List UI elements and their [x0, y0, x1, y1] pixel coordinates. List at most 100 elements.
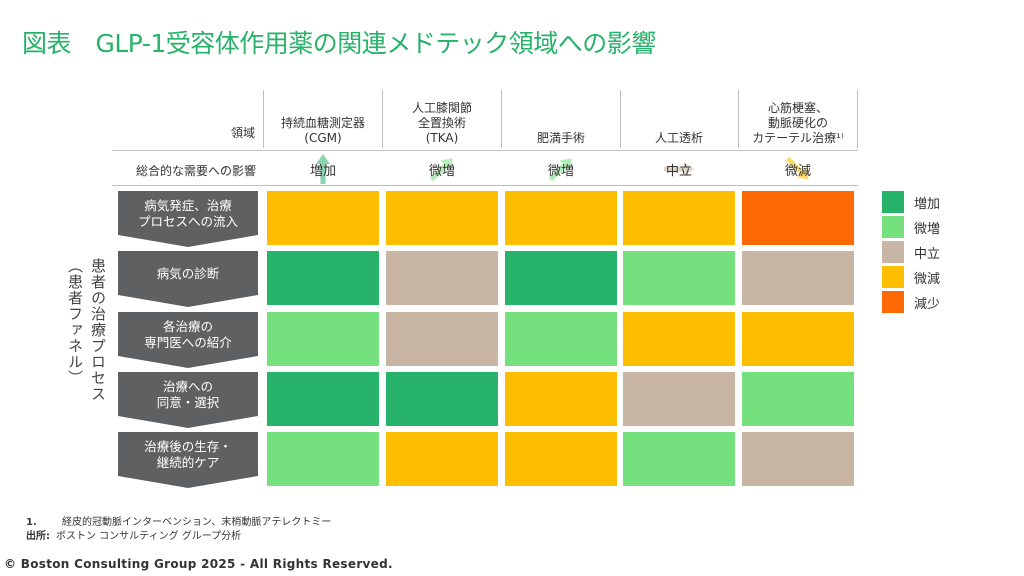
legend-item: 増加: [882, 191, 940, 213]
overall-impact-cell: 微増: [505, 152, 617, 186]
legend-swatch: [882, 266, 904, 288]
overall-impact-cell: 増加: [267, 152, 379, 186]
patient-process-label: 患者の治療プロセス （患者ファネル）: [64, 258, 110, 418]
impact-cell: [505, 432, 617, 486]
overall-impact-cell: 微増: [386, 152, 498, 186]
impact-cell: [742, 432, 854, 486]
footnote-1: 1. 経皮的冠動脈インターベンション、末梢動脈アテレクトミー: [26, 513, 331, 528]
impact-cell: [623, 191, 735, 245]
source-note: 出所: ボストン コンサルティング グループ分析: [26, 527, 241, 542]
process-chevron-shape: [118, 432, 258, 488]
impact-cell: [623, 432, 735, 486]
legend-item: 減少: [882, 291, 940, 313]
process-step: 各治療の 専門医への紹介: [118, 312, 258, 370]
header-divider-top: [112, 150, 858, 151]
process-step-label: 病気の診断: [156, 266, 220, 281]
overall-impact-value: 中立: [665, 163, 692, 179]
column-header: 肥満手術: [501, 90, 621, 146]
overall-impact-value: 微増: [428, 163, 455, 179]
header-column-divider: [857, 90, 858, 148]
domain-header-label: 領域: [230, 126, 255, 140]
page-title: 図表 GLP-1受容体作用薬の関連メドテック領域への影響: [22, 29, 656, 58]
impact-cell: [267, 372, 379, 426]
process-chevron-shape: [118, 372, 258, 428]
legend-swatch: [882, 291, 904, 313]
header-column-divider: [263, 90, 264, 148]
trend-arrow-icon: [664, 162, 694, 176]
legend-swatch: [882, 216, 904, 238]
header-column-divider: [620, 90, 621, 148]
overall-impact-value: 微増: [547, 163, 574, 179]
impact-cell: [386, 312, 498, 366]
trend-arrow-icon: [785, 156, 809, 180]
impact-cell: [742, 251, 854, 305]
impact-cell: [267, 251, 379, 305]
impact-cell: [267, 432, 379, 486]
impact-cell: [505, 312, 617, 366]
trend-arrow-icon: [429, 158, 453, 182]
process-step-label: 治療後の生存・: [144, 439, 232, 454]
impact-cell: [742, 312, 854, 366]
process-step: 治療への 同意・選択: [118, 372, 258, 430]
process-step-label: 病気発症、治療: [144, 198, 232, 213]
overall-impact-label: 総合的な需要への影響: [135, 164, 256, 178]
header-column-divider: [738, 90, 739, 148]
column-header-line: 動脈硬化の: [767, 116, 828, 130]
header-column-divider: [382, 90, 383, 148]
trend-arrow-icon: [548, 158, 572, 182]
impact-cell: [623, 251, 735, 305]
process-chevron-shape: [118, 312, 258, 368]
process-chevron-shape: [118, 191, 258, 247]
source-text: ボストン コンサルティング グループ分析: [56, 531, 242, 542]
overall-impact-value: 微減: [784, 163, 811, 179]
impact-cell: [267, 312, 379, 366]
impact-cell: [386, 372, 498, 426]
impact-cell: [623, 312, 735, 366]
process-step-label: 同意・選択: [156, 395, 220, 410]
impact-cell: [386, 251, 498, 305]
process-step: 治療後の生存・ 継続的ケア: [118, 432, 258, 490]
header-divider-bottom: [112, 185, 858, 186]
patient-process-main-label: 患者の治療プロセス: [89, 258, 107, 402]
column-header: 人工膝関節 全置換術 (TKA): [382, 90, 502, 146]
impact-cell: [505, 251, 617, 305]
overall-impact-cell: 中立: [623, 152, 735, 186]
patient-funnel-sub-label: （患者ファネル）: [66, 258, 84, 386]
process-step: 病気発症、治療 プロセスへの流入: [118, 191, 258, 249]
overall-impact-cell: 微減: [742, 152, 854, 186]
column-header-line: (CGM): [304, 131, 342, 145]
column-header: 持続血糖測定器 (CGM): [263, 90, 383, 146]
legend-swatch: [882, 241, 904, 263]
footnote-number: 1.: [26, 517, 37, 528]
process-step-label: 治療への: [162, 379, 213, 394]
trend-arrow-icon: [316, 154, 330, 184]
legend-swatch: [882, 191, 904, 213]
column-header: 人工透析: [619, 90, 739, 146]
column-header-line: 人工透析: [654, 131, 703, 145]
legend-item: 微増: [882, 216, 940, 238]
column-header-line: 全置換術: [417, 116, 466, 130]
column-header: 心筋梗塞、 動脈硬化の カテーテル治療¹⁾: [738, 90, 858, 146]
copyright: © Boston Consulting Group 2025 - All Rig…: [4, 557, 393, 571]
process-chevron-shape: [118, 251, 258, 307]
impact-cell: [505, 372, 617, 426]
header-column-divider: [501, 90, 502, 148]
column-header-line: 肥満手術: [536, 131, 585, 145]
column-header-line: 心筋梗塞、: [767, 101, 828, 115]
legend-label: 中立: [914, 246, 941, 262]
source-label: 出所:: [26, 531, 50, 542]
impact-cell: [386, 191, 498, 245]
impact-cell: [742, 372, 854, 426]
legend-label: 微増: [914, 221, 941, 237]
legend-item: 中立: [882, 241, 940, 263]
impact-cell: [386, 432, 498, 486]
impact-cell: [505, 191, 617, 245]
legend-label: 減少: [914, 296, 941, 312]
process-step: 病気の診断: [118, 251, 258, 309]
legend-label: 増加: [914, 196, 941, 212]
process-step-label: 専門医への紹介: [144, 335, 232, 350]
legend-label: 微減: [914, 271, 941, 287]
process-step-label: 継続的ケア: [156, 455, 220, 470]
impact-cell: [267, 191, 379, 245]
column-header-line: 持続血糖測定器: [280, 116, 365, 130]
